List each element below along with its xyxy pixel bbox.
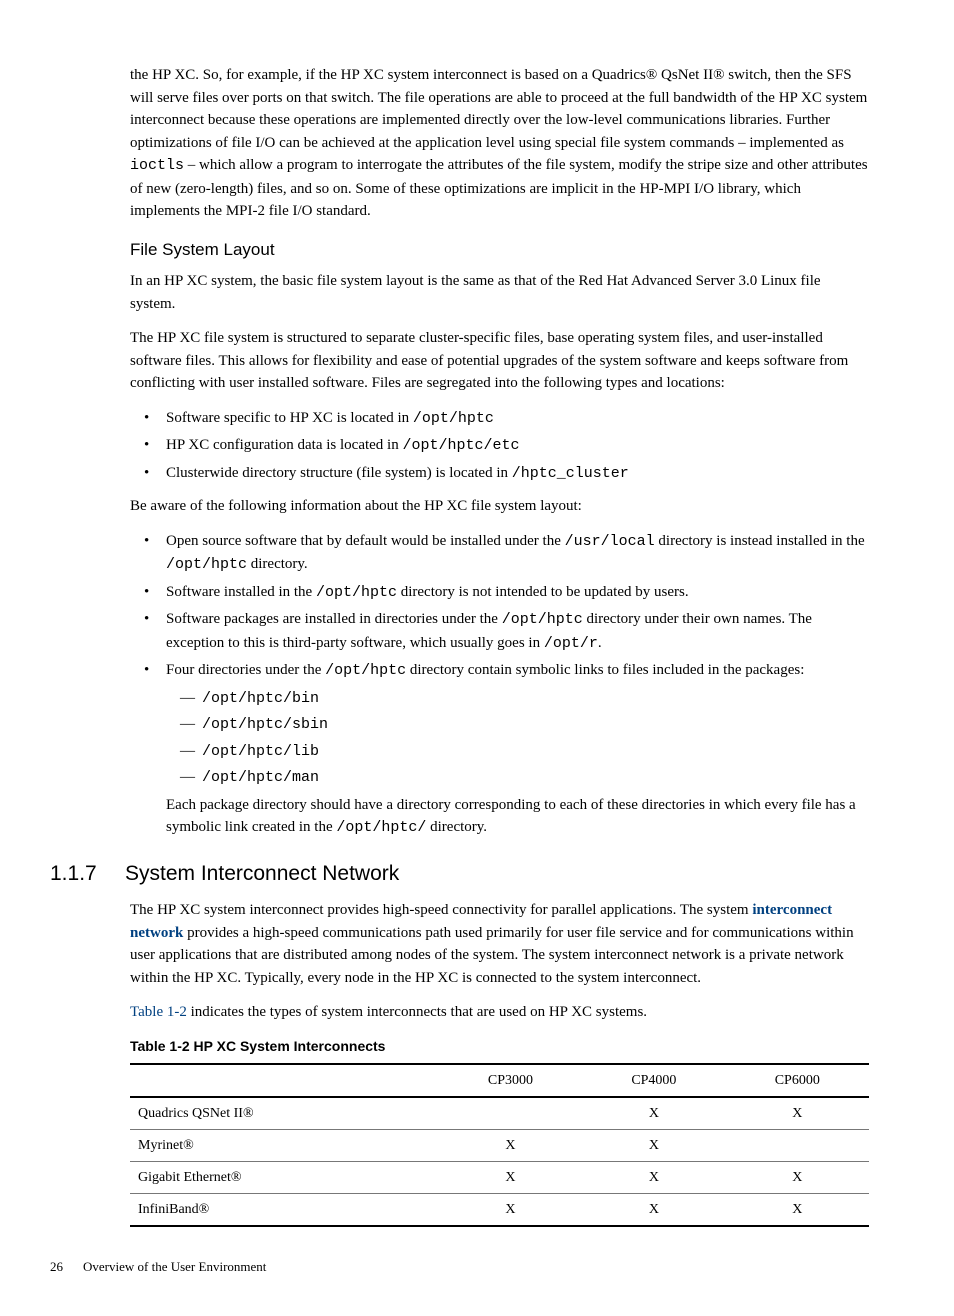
- fs-p1: In an HP XC system, the basic file syste…: [130, 270, 869, 315]
- fs-list2: Open source software that by default wou…: [130, 530, 869, 840]
- table-row: Quadrics QSNet II® X X: [130, 1097, 869, 1130]
- intro-post: – which allow a program to interrogate t…: [130, 157, 868, 219]
- page-content: the HP XC. So, for example, if the HP XC…: [130, 64, 869, 840]
- fs-layout-heading: File System Layout: [130, 237, 869, 263]
- section-number: 1.1.7: [50, 858, 125, 890]
- list-item: Software packages are installed in direc…: [130, 608, 869, 655]
- table-header: CP4000: [582, 1064, 725, 1097]
- section-title: System Interconnect Network: [125, 862, 399, 885]
- list-item: Open source software that by default wou…: [130, 530, 869, 577]
- table-caption: Table 1-2 HP XC System Interconnects: [130, 1036, 869, 1057]
- page-number: 26: [50, 1259, 63, 1274]
- intro-pre: the HP XC. So, for example, if the HP XC…: [130, 67, 867, 151]
- page-footer: 26 Overview of the User Environment: [50, 1257, 869, 1277]
- fs-list1: Software specific to HP XC is located in…: [130, 407, 869, 486]
- table-header-row: CP3000 CP4000 CP6000: [130, 1064, 869, 1097]
- fs-p3: Be aware of the following information ab…: [130, 495, 869, 518]
- list-item: /opt/hptc/lib: [166, 740, 869, 764]
- table-row: InfiniBand® X X X: [130, 1193, 869, 1226]
- table-row: Myrinet® X X: [130, 1129, 869, 1161]
- table-header: CP3000: [439, 1064, 582, 1097]
- section-heading: 1.1.7System Interconnect Network: [50, 858, 869, 890]
- table-ref-link[interactable]: Table 1-2: [130, 1004, 187, 1020]
- dirs-list: /opt/hptc/bin /opt/hptc/sbin /opt/hptc/l…: [166, 687, 869, 790]
- fs-p2: The HP XC file system is structured to s…: [130, 327, 869, 395]
- intro-code: ioctls: [130, 157, 184, 174]
- interconnects-table: CP3000 CP4000 CP6000 Quadrics QSNet II® …: [130, 1063, 869, 1227]
- footer-title: Overview of the User Environment: [83, 1259, 266, 1274]
- list-item: /opt/hptc/bin: [166, 687, 869, 711]
- section-content: The HP XC system interconnect provides h…: [130, 899, 869, 1227]
- closing-text: Each package directory should have a dir…: [166, 794, 869, 840]
- list-item: HP XC configuration data is located in /…: [130, 434, 869, 458]
- list-item: /opt/hptc/sbin: [166, 713, 869, 737]
- table-header: [130, 1064, 439, 1097]
- table-header: CP6000: [726, 1064, 869, 1097]
- sec-p2: Table 1-2 indicates the types of system …: [130, 1001, 869, 1024]
- sec-p1: The HP XC system interconnect provides h…: [130, 899, 869, 989]
- list-item: Software specific to HP XC is located in…: [130, 407, 869, 431]
- list-item: Clusterwide directory structure (file sy…: [130, 462, 869, 486]
- list-item: Software installed in the /opt/hptc dire…: [130, 581, 869, 605]
- list-item: /opt/hptc/man: [166, 766, 869, 790]
- intro-paragraph: the HP XC. So, for example, if the HP XC…: [130, 64, 869, 223]
- list-item: Four directories under the /opt/hptc dir…: [130, 659, 869, 840]
- table-row: Gigabit Ethernet® X X X: [130, 1161, 869, 1193]
